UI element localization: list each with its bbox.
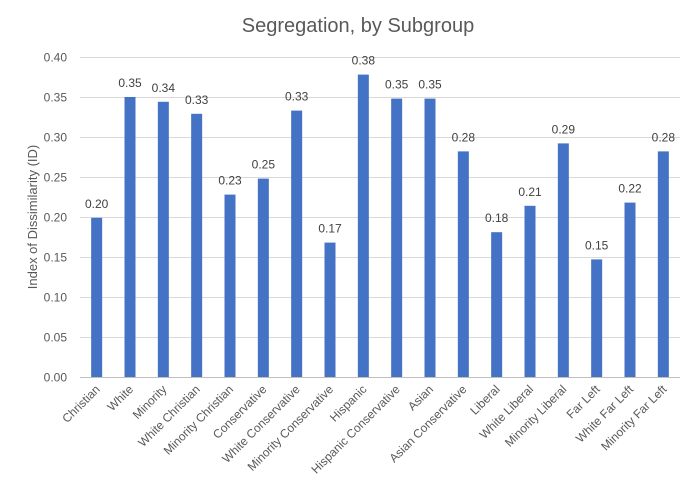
data-label: 0.15 bbox=[585, 238, 609, 252]
data-label: 0.35 bbox=[418, 78, 442, 92]
y-tick-label: 0.25 bbox=[44, 171, 68, 185]
chart-title: Segregation, by Subgroup bbox=[242, 15, 474, 37]
data-label: 0.23 bbox=[218, 174, 242, 188]
data-label: 0.34 bbox=[152, 81, 176, 95]
gridlines bbox=[80, 57, 680, 338]
y-tick-label: 0.00 bbox=[44, 371, 68, 385]
data-label: 0.35 bbox=[385, 78, 409, 92]
y-axis-label: Index of Dissimilarity (ID) bbox=[25, 145, 40, 289]
bar bbox=[357, 74, 369, 377]
bar bbox=[424, 98, 436, 377]
y-axis-ticks: 0.00 0.05 0.10 0.15 0.20 0.25 0.30 0.35 0.40 bbox=[44, 51, 68, 385]
bar bbox=[557, 143, 569, 377]
data-label: 0.28 bbox=[452, 130, 476, 144]
bars bbox=[91, 74, 669, 378]
y-tick-label: 0.15 bbox=[44, 251, 68, 265]
y-tick-label: 0.35 bbox=[44, 91, 68, 105]
data-label: 0.22 bbox=[618, 182, 642, 196]
bar bbox=[191, 113, 203, 378]
bar bbox=[224, 194, 236, 377]
data-label: 0.35 bbox=[118, 76, 142, 90]
y-tick-label: 0.05 bbox=[44, 331, 68, 345]
bar bbox=[157, 101, 169, 378]
bar bbox=[257, 178, 269, 377]
bar bbox=[124, 97, 136, 377]
y-tick-label: 0.20 bbox=[44, 211, 68, 225]
y-tick-label: 0.40 bbox=[44, 51, 68, 65]
data-label: 0.25 bbox=[252, 158, 276, 172]
data-label: 0.29 bbox=[552, 122, 576, 136]
bar bbox=[524, 205, 536, 377]
data-label: 0.28 bbox=[652, 130, 676, 144]
data-label: 0.38 bbox=[352, 54, 376, 68]
y-tick-label: 0.10 bbox=[44, 291, 68, 305]
bar bbox=[624, 202, 636, 377]
bar bbox=[391, 98, 403, 377]
data-label: 0.18 bbox=[485, 211, 509, 225]
data-label: 0.33 bbox=[285, 90, 309, 104]
data-label: 0.33 bbox=[185, 93, 209, 107]
bar bbox=[491, 232, 503, 377]
bar bbox=[91, 217, 103, 377]
data-label: 0.17 bbox=[318, 222, 342, 236]
y-tick-label: 0.30 bbox=[44, 131, 68, 145]
x-tick-label: Christian bbox=[59, 382, 102, 425]
bar bbox=[324, 242, 336, 377]
bar bbox=[657, 151, 669, 377]
bar bbox=[591, 259, 603, 377]
x-tick-label: Asian bbox=[405, 382, 436, 413]
data-label: 0.20 bbox=[85, 197, 109, 211]
data-label: 0.21 bbox=[518, 185, 542, 199]
bar bbox=[291, 110, 303, 377]
data-labels: 0.20 0.35 0.34 0.33 0.23 0.25 0.33 0.17 0.38 0.35… bbox=[85, 54, 675, 253]
bar bbox=[457, 151, 469, 377]
